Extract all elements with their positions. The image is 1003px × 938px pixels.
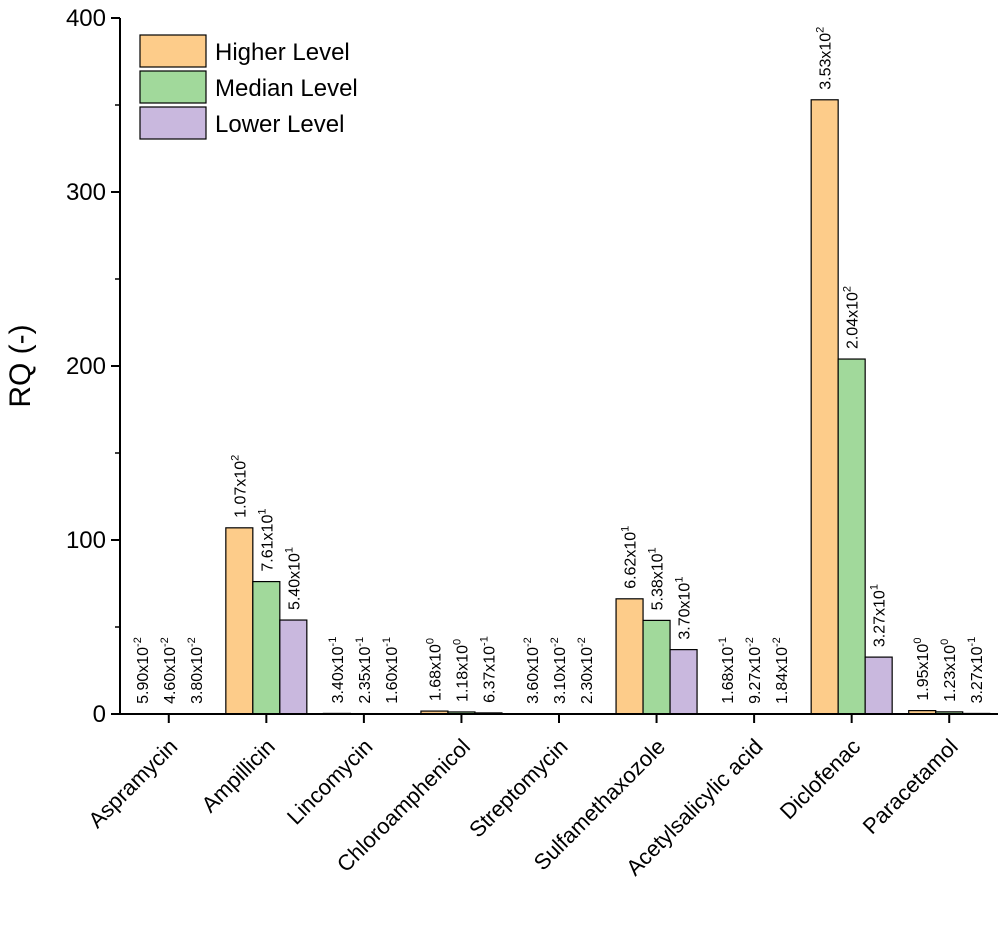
data-label: 1.68x100 (424, 638, 444, 701)
legend-swatch-higher-level (139, 34, 207, 68)
bar-higher-level-ampillicin (225, 527, 254, 715)
x-tick-label: Streptomycin (464, 734, 572, 842)
bar-higher-level-diclofenac (810, 99, 839, 715)
data-label: 3.60x10-2 (522, 637, 542, 704)
bar-lower-level-sulfamethaxozole (669, 649, 698, 715)
data-label: 2.35x10-1 (354, 637, 374, 704)
x-tick-label: Lincomycin (282, 734, 377, 829)
x-tick-label: Ampillicin (196, 734, 279, 817)
y-tick-label: 0 (93, 701, 106, 728)
data-label: 3.80x10-2 (186, 637, 206, 704)
data-label: 3.27x10-1 (966, 637, 986, 704)
y-tick-label: 200 (66, 353, 106, 380)
data-label: 2.04x102 (842, 286, 862, 349)
data-label: 1.23x100 (939, 639, 959, 702)
bar-higher-level-sulfamethaxozole (615, 598, 644, 715)
data-label: 4.60x10-2 (159, 637, 179, 704)
data-label: 2.30x10-2 (576, 637, 596, 704)
bar-median-level-diclofenac (837, 358, 866, 715)
legend-label: Higher Level (215, 39, 350, 66)
data-label: 5.40x101 (283, 547, 303, 610)
bar-lower-level-diclofenac (864, 656, 893, 715)
data-labels-layer: 5.90x10-2 4.60x10-2 3.80x10-2 1.07x102 7.61x… (132, 27, 986, 704)
legend-swatch-lower-level (139, 106, 207, 140)
x-tick-label: Aspramycin (83, 734, 182, 833)
y-tick-label: 100 (66, 527, 106, 554)
data-label: 3.10x10-2 (549, 637, 569, 704)
data-label: 7.61x101 (256, 509, 276, 572)
legend-label: Median Level (215, 75, 358, 102)
data-label: 3.53x102 (815, 27, 835, 90)
bar-lower-level-ampillicin (279, 619, 308, 715)
data-label: 1.18x100 (451, 639, 471, 702)
y-tick-label: 400 (66, 5, 106, 32)
data-label: 3.70x101 (674, 577, 694, 640)
bar-median-level-ampillicin (252, 580, 281, 715)
data-label: 3.27x101 (869, 584, 889, 647)
data-label: 1.84x10-2 (771, 637, 791, 704)
data-label: 6.37x10-1 (478, 636, 498, 703)
legend-label: Lower Level (215, 111, 344, 138)
x-tick-label: Diclofenac (775, 734, 865, 824)
y-axis-label: RQ (-) (4, 324, 37, 407)
bar-median-level-sulfamethaxozole (642, 619, 671, 715)
data-label: 1.60x10-1 (381, 637, 401, 704)
data-label: 5.90x10-2 (132, 637, 152, 704)
data-label: 6.62x101 (620, 526, 640, 589)
data-label: 5.38x101 (647, 547, 667, 610)
data-label: 1.07x102 (229, 455, 249, 518)
data-label: 1.95x100 (912, 638, 932, 701)
y-tick-label: 300 (66, 179, 106, 206)
bars-layer (127, 99, 991, 715)
legend: Higher Level Median Level Lower Level (139, 34, 358, 140)
data-label: 3.40x10-1 (327, 637, 347, 704)
data-label: 9.27x10-2 (744, 637, 764, 704)
x-tick-label: Paracetamol (858, 734, 963, 839)
data-label: 1.68x10-1 (717, 637, 737, 704)
legend-swatch-median-level (139, 70, 207, 104)
